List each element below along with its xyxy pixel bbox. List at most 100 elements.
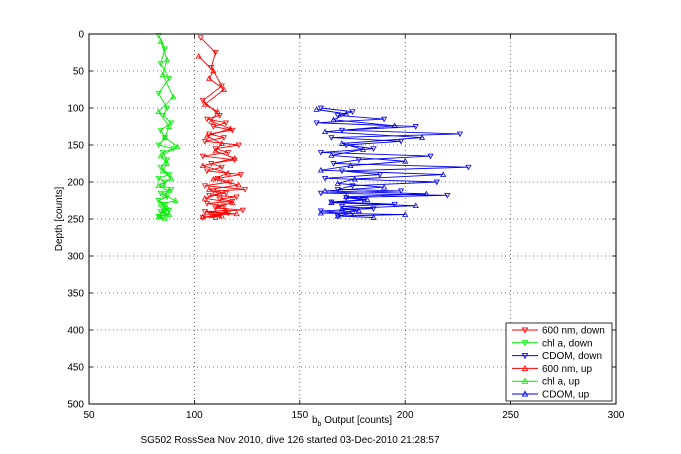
data-point: [201, 101, 209, 107]
series-line: [200, 37, 246, 218]
data-point: [328, 135, 335, 141]
data-point: [338, 140, 346, 146]
x-tick-label: 300: [608, 410, 625, 421]
data-point: [381, 183, 388, 190]
data-point: [168, 175, 175, 181]
y-tick-labels: 0 50 100 150 200 250 300 350 400 450 500: [67, 30, 84, 411]
data-point: [212, 147, 219, 154]
data-point: [444, 192, 451, 199]
data-point: [349, 183, 356, 189]
data-point: [199, 162, 206, 169]
data-point: [161, 134, 168, 140]
data-point: [359, 146, 367, 152]
data-point: [157, 38, 164, 44]
data-point: [166, 123, 173, 129]
data-point: [201, 195, 209, 201]
data-point: [210, 67, 217, 74]
data-point: [170, 146, 177, 152]
data-point: [427, 153, 434, 160]
data-point: [334, 180, 341, 186]
data-point: [166, 211, 173, 217]
data-point: [343, 193, 350, 200]
series-5: [313, 106, 447, 220]
data-point: [163, 160, 171, 166]
data-point: [334, 212, 341, 219]
data-point: [159, 150, 166, 156]
data-point: [174, 143, 181, 149]
legend-marker: [521, 340, 529, 347]
x-tick-label: 50: [83, 410, 95, 421]
data-point: [222, 190, 230, 197]
data-point: [172, 197, 179, 203]
data-point: [212, 214, 219, 220]
data-point: [222, 120, 230, 127]
legend-marker: [521, 327, 529, 334]
data-point: [338, 204, 346, 210]
data-point: [370, 206, 377, 212]
y-tick-label: 0: [78, 30, 84, 41]
data-point: [199, 215, 206, 221]
data-point: [330, 116, 337, 123]
data-point: [201, 183, 209, 189]
x-tick-label: 150: [291, 410, 308, 421]
data-point: [322, 175, 329, 182]
data-point: [235, 142, 242, 149]
legend-label: CDOM, up: [542, 390, 590, 401]
data-point: [208, 118, 215, 124]
legend-marker: [521, 364, 529, 371]
y-tick-label: 450: [67, 363, 84, 374]
y-tick-label: 300: [67, 252, 84, 263]
data-point: [225, 169, 232, 176]
data-point: [206, 75, 213, 81]
data-point: [391, 201, 398, 208]
series-4: [155, 38, 181, 221]
figure-caption: SG502 RossSea Nov 2010, dive 126 started…: [140, 435, 440, 446]
data-point: [157, 164, 164, 171]
data-point: [233, 210, 240, 217]
data-point: [334, 113, 341, 119]
data-point: [330, 161, 337, 167]
data-point: [239, 207, 246, 214]
data-point: [157, 127, 164, 134]
data-point: [241, 187, 249, 193]
y-tick-label: 350: [67, 289, 84, 300]
legend-label: chl a, up: [542, 377, 580, 388]
data-point: [322, 187, 329, 194]
data-point: [225, 150, 232, 156]
data-point: [313, 120, 320, 127]
data-point: [465, 164, 472, 171]
data-point: [218, 212, 225, 219]
data-point: [206, 131, 213, 138]
axes-box: [88, 33, 617, 405]
data-point: [203, 201, 211, 207]
y-axis-label: Depth [counts]: [54, 187, 65, 252]
data-point: [208, 212, 215, 218]
data-point: [163, 56, 171, 63]
data-point: [328, 199, 335, 206]
data-point: [343, 110, 350, 117]
data-point: [199, 153, 206, 160]
data-point: [402, 158, 409, 164]
x-tick-labels: 50 100 150 200 250 300: [83, 410, 624, 421]
data-point: [212, 50, 219, 56]
data-point: [161, 192, 168, 198]
x-axis-label: bb Output [counts]: [312, 415, 392, 428]
data-point: [412, 124, 419, 130]
data-point: [317, 166, 324, 173]
data-point: [155, 142, 162, 149]
data-point: [220, 203, 227, 209]
data-point: [166, 187, 173, 194]
data-point: [161, 215, 168, 221]
data-point: [440, 171, 447, 177]
series-3: [195, 52, 242, 220]
y-tick-label: 150: [67, 141, 84, 152]
data-point: [370, 146, 377, 152]
data-point: [159, 71, 166, 78]
data-point: [161, 201, 168, 208]
data-point: [317, 105, 324, 112]
data-point: [349, 109, 356, 115]
data-point: [203, 209, 211, 215]
data-point: [338, 205, 346, 211]
data-point: [317, 150, 324, 156]
